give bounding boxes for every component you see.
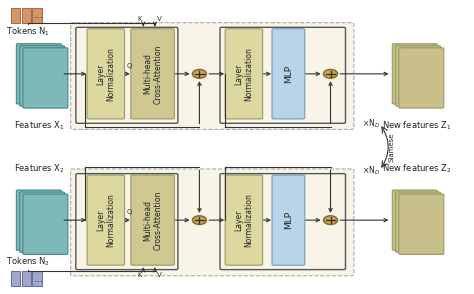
Text: Layer
Normalization: Layer Normalization [234, 47, 254, 101]
FancyBboxPatch shape [87, 175, 125, 265]
Bar [32, 271, 42, 286]
Text: New features Z$_1$: New features Z$_1$ [383, 119, 452, 132]
FancyBboxPatch shape [392, 44, 437, 104]
Text: Features X$_1$: Features X$_1$ [14, 119, 64, 132]
Text: Tokens N$_2$: Tokens N$_2$ [6, 256, 50, 268]
Text: Siamese: Siamese [388, 132, 394, 162]
Text: Layer
Normalization: Layer Normalization [96, 193, 116, 247]
Circle shape [192, 69, 207, 78]
FancyBboxPatch shape [396, 192, 440, 252]
Bar [21, 8, 31, 23]
Text: V: V [157, 272, 162, 278]
FancyBboxPatch shape [131, 29, 174, 119]
Bar [11, 271, 20, 286]
Text: Tokens N$_1$: Tokens N$_1$ [6, 26, 50, 38]
FancyBboxPatch shape [225, 29, 263, 119]
FancyBboxPatch shape [399, 48, 444, 108]
FancyBboxPatch shape [71, 169, 354, 276]
FancyBboxPatch shape [131, 175, 174, 265]
Text: V: V [157, 16, 162, 22]
Text: Q: Q [126, 63, 132, 69]
Text: ...: ... [34, 10, 44, 20]
Bar [11, 8, 20, 23]
FancyBboxPatch shape [17, 44, 61, 104]
FancyBboxPatch shape [87, 29, 125, 119]
Text: MLP: MLP [284, 65, 293, 83]
Text: MLP: MLP [284, 211, 293, 229]
FancyBboxPatch shape [399, 194, 444, 254]
FancyBboxPatch shape [71, 23, 354, 129]
Bar [21, 271, 31, 286]
FancyBboxPatch shape [17, 190, 61, 250]
Text: ...: ... [34, 274, 44, 284]
FancyBboxPatch shape [392, 190, 437, 250]
Text: K: K [137, 272, 142, 278]
Circle shape [323, 216, 337, 225]
Text: Multi-head
Cross-Attention: Multi-head Cross-Attention [143, 191, 162, 250]
Text: $\times$N$_D$: $\times$N$_D$ [362, 117, 380, 130]
Text: K: K [137, 16, 142, 22]
Text: Features X$_2$: Features X$_2$ [14, 162, 64, 175]
Text: Q: Q [126, 209, 132, 215]
Circle shape [192, 216, 207, 225]
Text: Multi-head
Cross-Attention: Multi-head Cross-Attention [143, 44, 162, 103]
Circle shape [323, 69, 337, 78]
FancyBboxPatch shape [19, 192, 64, 252]
Text: $\times$N$_D$: $\times$N$_D$ [362, 164, 380, 177]
Text: New features Z$_2$: New features Z$_2$ [383, 162, 452, 175]
Text: Layer
Normalization: Layer Normalization [96, 47, 116, 101]
FancyBboxPatch shape [23, 194, 68, 254]
FancyBboxPatch shape [225, 175, 263, 265]
FancyBboxPatch shape [272, 175, 305, 265]
Bar [32, 8, 42, 23]
Text: Layer
Normalization: Layer Normalization [234, 193, 254, 247]
FancyBboxPatch shape [396, 46, 440, 106]
FancyBboxPatch shape [19, 46, 64, 106]
FancyBboxPatch shape [23, 48, 68, 108]
FancyBboxPatch shape [272, 29, 305, 119]
